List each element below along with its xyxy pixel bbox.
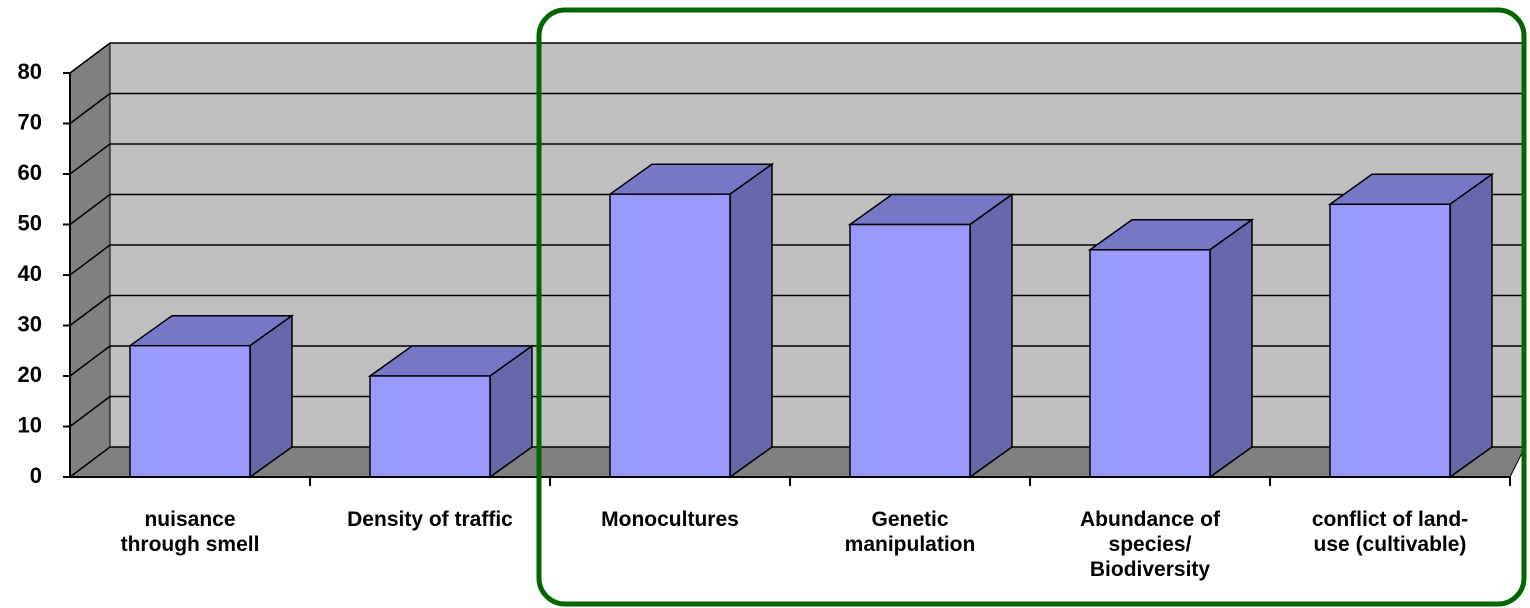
x-tick-label: Density of traffic [347,508,513,531]
floor [68,446,1526,478]
grid-line [69,294,111,327]
grid [69,42,1525,478]
y-tick-label: 70 [18,109,42,134]
highlight-box [536,7,1527,607]
y-tick-label: 20 [18,362,42,387]
y-tick-label: 60 [18,160,42,185]
y-tick-label: 30 [18,311,42,336]
x-tick-label: nuisance through smell [120,508,260,556]
x-tick-label: Abundance of species/ Biodiversity [1080,508,1220,581]
grid-line [69,193,111,226]
bar-side [729,162,773,479]
bar [1329,203,1451,478]
bar [609,193,731,478]
bar-side [1449,172,1493,479]
grid-line [69,244,111,276]
x-tick-label: Monocultures [601,508,739,531]
grid-line [69,446,111,478]
y-tick-label: 10 [18,412,42,437]
bars [127,162,1495,479]
bar [849,223,971,478]
grid-line [69,42,111,74]
y-tick-label: 50 [18,210,42,235]
x-tick-label: Genetic manipulation [844,508,976,556]
y-tick-label: 80 [18,59,42,84]
grid-line [69,143,111,175]
grid-line [69,345,111,377]
y-tick-label: 0 [30,463,42,488]
bar-side [1209,218,1253,479]
bar [129,344,251,478]
grid-line [69,92,111,125]
x-tick-label: conflict of land-use (cultivable) [1311,508,1469,556]
bar [1089,249,1211,478]
grid-line [69,395,111,428]
y-tick-label: 40 [18,261,42,286]
bar-side [969,193,1013,479]
bar [369,375,491,478]
